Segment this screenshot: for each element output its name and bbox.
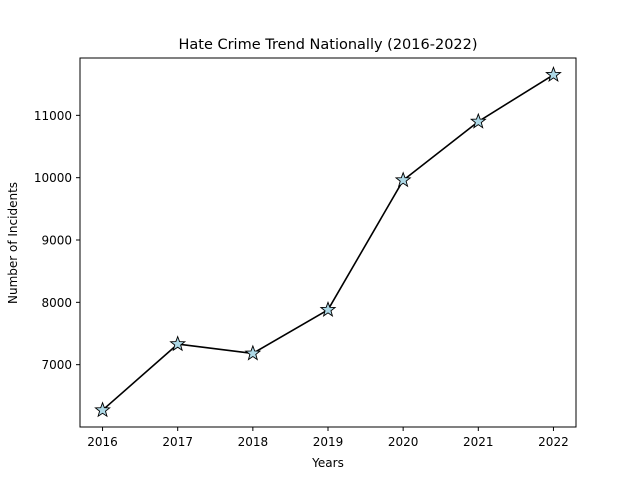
y-tick-label: 10000 [34, 171, 72, 185]
data-point-star-marker [469, 112, 487, 129]
y-tick-label: 8000 [41, 296, 72, 310]
x-axis-label: Years [311, 456, 344, 470]
series-line [101, 74, 554, 411]
x-tick-label: 2020 [388, 435, 419, 449]
x-tick-label: 2017 [162, 435, 193, 449]
data-point-star-marker [94, 401, 111, 418]
x-tick-label: 2018 [238, 435, 269, 449]
data-point-star-marker [169, 335, 187, 352]
plot-frame [79, 57, 577, 428]
x-tick-label: 2019 [313, 435, 344, 449]
data-point-star-marker [545, 66, 562, 82]
x-tick-label: 2022 [538, 435, 569, 449]
y-tick-label: 11000 [34, 109, 72, 123]
y-tick-label: 9000 [41, 234, 72, 248]
data-point-star-marker [319, 301, 337, 317]
data-point-star-marker [394, 171, 412, 188]
y-tick-label: 7000 [41, 358, 72, 372]
plot-area: 2016 2017 2018 2019 2020 2021 2022 7000 8000 9000… [34, 57, 577, 449]
y-axis-label: Number of Incidents [6, 182, 20, 304]
data-point-star-marker [244, 344, 262, 361]
x-tick-label: 2016 [87, 435, 118, 449]
x-tick-label: 2021 [463, 435, 494, 449]
chart-title: Hate Crime Trend Nationally (2016-2022) [178, 37, 477, 53]
